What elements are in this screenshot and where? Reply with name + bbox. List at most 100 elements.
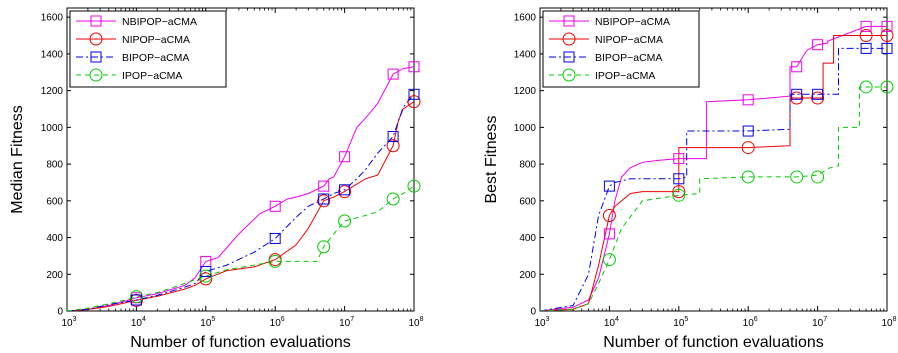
chart-1-legend-label-3: BIPOP−aCMA bbox=[122, 52, 189, 64]
chart-1-legend-marker-3 bbox=[90, 51, 102, 63]
chart-1-ytick-label: 1600 bbox=[41, 13, 64, 24]
chart-2-ytick-label: 800 bbox=[519, 160, 536, 171]
chart-1-xtick-label: 107 bbox=[339, 316, 354, 329]
chart-1-series-2-marker bbox=[129, 293, 143, 307]
chart-1-series-line-3 bbox=[67, 93, 414, 311]
chart-1-series-1-marker bbox=[269, 200, 281, 212]
chart-2-series-line-4 bbox=[540, 86, 887, 311]
chart-1-series-3-marker bbox=[200, 266, 212, 278]
chart-1-series-2-marker bbox=[317, 194, 331, 208]
chart-1: 0 200 400 600 800 1000 1200 1400 1600 103 104 105 10… bbox=[9, 7, 424, 351]
chart-2-legend-label-3: BIPOP−aCMA bbox=[595, 52, 662, 64]
chart-1-ytick-label: 1000 bbox=[41, 123, 64, 134]
chart-2-ytick-label: 600 bbox=[519, 196, 536, 207]
chart-1-series-4-marker bbox=[268, 254, 282, 268]
chart-2-xtick-label: 106 bbox=[743, 316, 758, 329]
chart-2-series-2-marker bbox=[859, 29, 873, 43]
chart-2-series-4-marker bbox=[880, 80, 894, 94]
chart-2-ytick-label: 1400 bbox=[514, 49, 537, 60]
chart-1-ytick-label: 1200 bbox=[41, 86, 64, 97]
chart-2-series-3-marker bbox=[742, 125, 754, 137]
chart-2-series-3-marker bbox=[860, 42, 872, 54]
chart-2-series-1-marker bbox=[860, 20, 872, 32]
chart-2-series-4-marker bbox=[859, 80, 873, 94]
chart-1-legend-label-2: NIPOP−aCMA bbox=[122, 34, 190, 46]
chart-1-series-4-marker bbox=[386, 192, 400, 206]
chart-1-ytick-label: 600 bbox=[46, 196, 63, 207]
chart-1-legend-marker-4 bbox=[89, 68, 103, 82]
chart-2-xtick-label: 104 bbox=[604, 316, 619, 329]
chart-1-series-4-marker bbox=[338, 214, 352, 228]
chart-1-legend: NBIPOP−aCMA NIPOP−aCMA BIPOP−aCMA IPOP−aCMA bbox=[69, 10, 227, 88]
chart-1-ytick-label: 0 bbox=[57, 307, 63, 318]
chart-2-series-1-marker bbox=[742, 94, 754, 106]
chart-1-series-3-marker bbox=[269, 232, 281, 244]
chart-2-series-2-marker bbox=[741, 141, 755, 155]
chart-1-series-2-marker bbox=[338, 185, 352, 199]
chart-2-series-2-marker bbox=[790, 91, 804, 105]
chart-1-series-3-marker bbox=[408, 88, 420, 100]
chart-2-legend-label-1: NBIPOP−aCMA bbox=[595, 16, 670, 28]
chart-2-legend-box bbox=[542, 10, 700, 88]
chart-1-series-4-marker bbox=[317, 240, 331, 254]
chart-2-legend-marker-4 bbox=[562, 68, 576, 82]
chart-1-xtick-label: 104 bbox=[131, 316, 146, 329]
chart-1-legend-box bbox=[69, 10, 227, 88]
chart-2-series-1-marker bbox=[881, 20, 893, 32]
chart-1-legend-marker-1 bbox=[90, 15, 102, 27]
chart-1-ylabel: Median Fitness bbox=[9, 105, 26, 214]
chart-1-legend-label-4: IPOP−aCMA bbox=[122, 70, 182, 82]
chart-2-series-3-marker bbox=[881, 42, 893, 54]
chart-2-xtick-label: 103 bbox=[534, 316, 549, 329]
chart-2-series-line-1 bbox=[540, 25, 887, 311]
chart-1-series-4-marker bbox=[199, 269, 213, 283]
chart-1-series-1-marker bbox=[339, 151, 351, 163]
chart-1-series-line-1 bbox=[67, 66, 414, 311]
chart-2-series-line-3 bbox=[540, 47, 887, 311]
chart-1-series-2-marker bbox=[386, 139, 400, 153]
chart-2-ytick-label: 200 bbox=[519, 270, 536, 281]
chart-2-series-2-marker bbox=[602, 209, 616, 223]
chart-2-xtick-label: 107 bbox=[812, 316, 827, 329]
chart-2-plot-area bbox=[540, 25, 887, 311]
chart-2-legend-marker-3 bbox=[563, 51, 575, 63]
chart-1-xtick-label: 105 bbox=[200, 316, 215, 329]
chart-1-legend-marker-2 bbox=[89, 32, 103, 46]
chart-1-series-1-marker bbox=[408, 61, 420, 73]
chart-2-series-2-marker bbox=[672, 185, 686, 199]
chart-1-ytick-label: 800 bbox=[46, 160, 63, 171]
chart-2-ytick-label: 1000 bbox=[514, 123, 537, 134]
chart-1-xlabel: Number of function evaluations bbox=[130, 334, 351, 351]
chart-2-series-line-2 bbox=[540, 35, 887, 311]
chart-2-series-3-marker bbox=[673, 173, 685, 185]
chart-2-xtick-label: 105 bbox=[673, 316, 688, 329]
chart-1-ytick-label: 200 bbox=[46, 270, 63, 281]
chart-2-xlabel: Number of function evaluations bbox=[603, 334, 824, 351]
chart-2-legend: NBIPOP−aCMA NIPOP−aCMA BIPOP−aCMA IPOP−aCMA bbox=[542, 10, 700, 88]
chart-2-series-3-marker bbox=[791, 88, 803, 100]
chart-2-legend-label-4: IPOP−aCMA bbox=[595, 70, 655, 82]
chart-2: 0 200 400 600 800 1000 1200 1400 1600 103 104 105 10… bbox=[483, 7, 897, 351]
chart-1-xtick-label: 108 bbox=[408, 316, 423, 329]
chart-2-ytick-label: 400 bbox=[519, 233, 536, 244]
chart-2-series-4-marker bbox=[790, 170, 804, 184]
chart-1-series-line-2 bbox=[67, 101, 414, 311]
chart-2-legend-label-2: NIPOP−aCMA bbox=[595, 34, 663, 46]
chart-1-series-2-marker bbox=[199, 272, 213, 286]
chart-2-series-4-marker bbox=[811, 170, 825, 184]
chart-2-legend-marker-2 bbox=[562, 32, 576, 46]
chart-1-ytick-label: 1400 bbox=[41, 49, 64, 60]
chart-2-series-1-marker bbox=[603, 228, 615, 240]
chart-1-series-1-marker bbox=[318, 180, 330, 192]
chart-1-plot-frame bbox=[66, 7, 415, 312]
chart-2-ytick-label: 1200 bbox=[514, 86, 537, 97]
chart-2-series-3-marker bbox=[603, 180, 615, 192]
chart-1-xtick-label: 106 bbox=[270, 316, 285, 329]
chart-2-plot-frame bbox=[539, 7, 888, 312]
chart-2-series-2-marker bbox=[811, 91, 825, 105]
chart-2-ytick-label: 0 bbox=[530, 307, 536, 318]
chart-1-legend-label-1: NBIPOP−aCMA bbox=[122, 16, 197, 28]
chart-1-series-3-marker bbox=[387, 131, 399, 143]
chart-2-legend-marker-1 bbox=[563, 15, 575, 27]
